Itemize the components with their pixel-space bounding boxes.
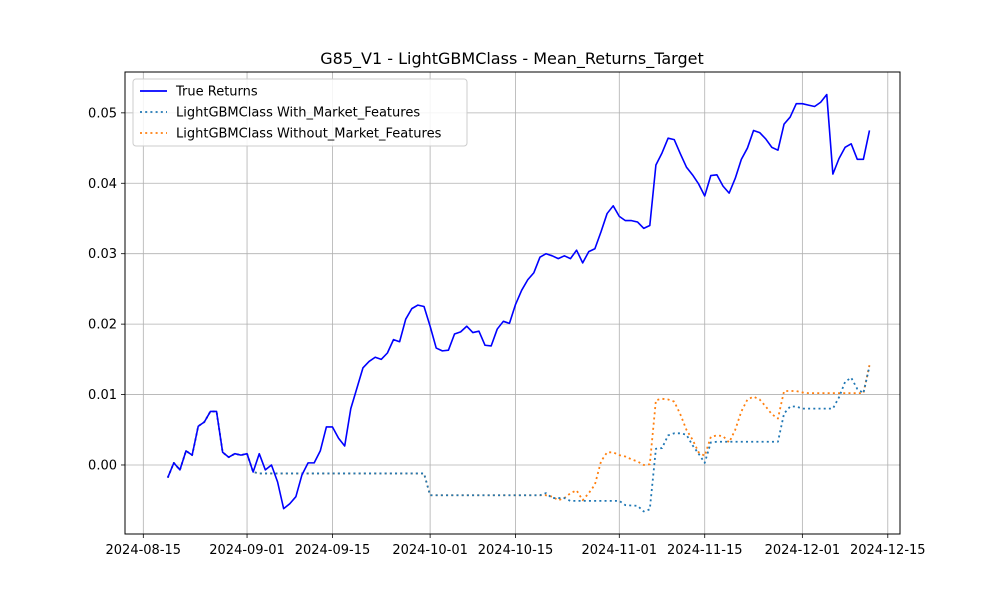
- x-tick-label: 2024-10-01: [392, 543, 468, 558]
- x-tick-label: 2024-12-01: [765, 543, 841, 558]
- axes: 2024-08-15 2024-09-01 2024-09-15 2024-10-01…: [88, 106, 926, 558]
- y-tick-label: 0.04: [88, 177, 117, 192]
- x-tick-label: 2024-09-01: [209, 543, 285, 558]
- y-tick-label: 0.00: [88, 458, 117, 473]
- legend-entry-label: True Returns: [175, 85, 258, 100]
- y-tick-label: 0.03: [88, 247, 117, 262]
- x-tick-label: 2024-12-15: [850, 543, 926, 558]
- x-tick-label: 2024-11-01: [582, 543, 658, 558]
- series-line-true-returns: [166, 93, 871, 510]
- series-line-lightgbmclass-without-market-features: [166, 364, 871, 502]
- series-lines: [166, 93, 871, 513]
- x-tick-label: 2024-09-15: [295, 543, 371, 558]
- plot-area-frame: [124, 71, 901, 535]
- grid: [125, 72, 900, 534]
- x-tick-label: 2024-10-15: [478, 543, 554, 558]
- legend-entry-label: LightGBMClass Without_Market_Features: [176, 127, 442, 142]
- x-tick-label: 2024-08-15: [106, 543, 182, 558]
- legend-entry-label: LightGBMClass With_Market_Features: [176, 106, 420, 121]
- x-tick-label: 2024-11-15: [667, 543, 743, 558]
- y-tick-label: 0.01: [88, 388, 117, 403]
- y-tick-label: 0.02: [88, 318, 117, 333]
- y-tick-label: 0.05: [88, 106, 117, 121]
- chart-title: G85_V1 - LightGBMClass - Mean_Returns_Ta…: [320, 49, 704, 69]
- legend-box: [132, 78, 468, 147]
- legend: True Returns LightGBMClass With_Market_Fe…: [132, 78, 468, 147]
